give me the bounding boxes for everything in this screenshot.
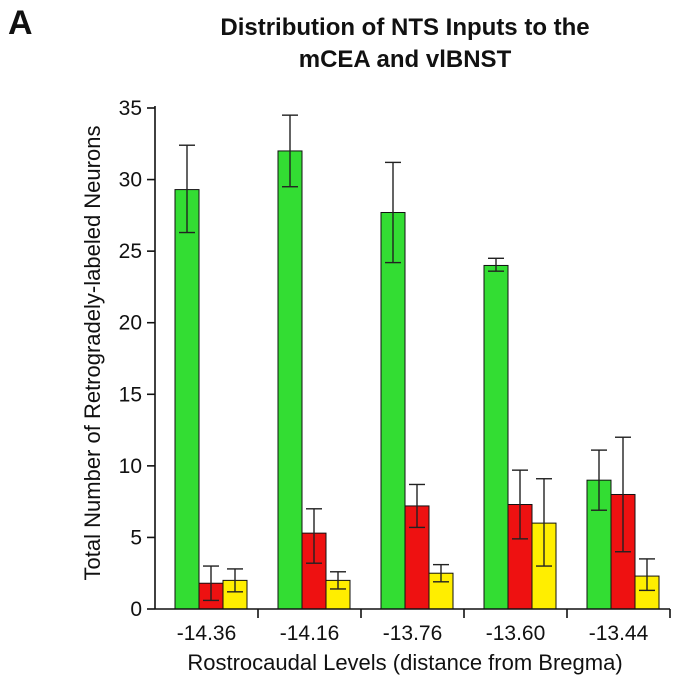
y-tick-label-0: 0 xyxy=(130,598,142,621)
y-tick-label-25: 25 xyxy=(119,240,142,263)
chart-title-line-1: Distribution of NTS Inputs to the xyxy=(220,14,589,41)
x-tick-label--13.44: -13.44 xyxy=(589,622,649,645)
x-tick-label--13.76: -13.76 xyxy=(383,622,443,645)
x-tick-label--14.16: -14.16 xyxy=(280,622,340,645)
x-tick-label--14.36: -14.36 xyxy=(177,622,237,645)
x-tick-label--13.60: -13.60 xyxy=(486,622,546,645)
chart-title-line-2: mCEA and vlBNST xyxy=(299,46,512,73)
bar-series-1--14.16 xyxy=(277,150,303,610)
y-tick-label-35: 35 xyxy=(119,97,142,120)
y-tick-label-5: 5 xyxy=(130,526,142,549)
y-tick-label-30: 30 xyxy=(119,169,142,192)
bar-series-1--14.36 xyxy=(174,189,200,610)
y-axis-title: Total Number of Retrogradely-labeled Neu… xyxy=(80,126,105,581)
bar-series-1--13.60 xyxy=(483,264,509,610)
y-tick-label-10: 10 xyxy=(119,455,142,478)
plot-area: 0 5 10 15 20 25 30 35 -14.36 -14.16 -13.76 -13.60 -1… xyxy=(119,97,671,645)
y-tick-label-15: 15 xyxy=(119,383,142,406)
panel-label: A xyxy=(8,4,33,42)
y-tick-label-20: 20 xyxy=(119,312,142,335)
bar-series-1--13.76 xyxy=(380,211,406,610)
x-axis-title: Rostrocaudal Levels (distance from Bregm… xyxy=(187,650,622,675)
